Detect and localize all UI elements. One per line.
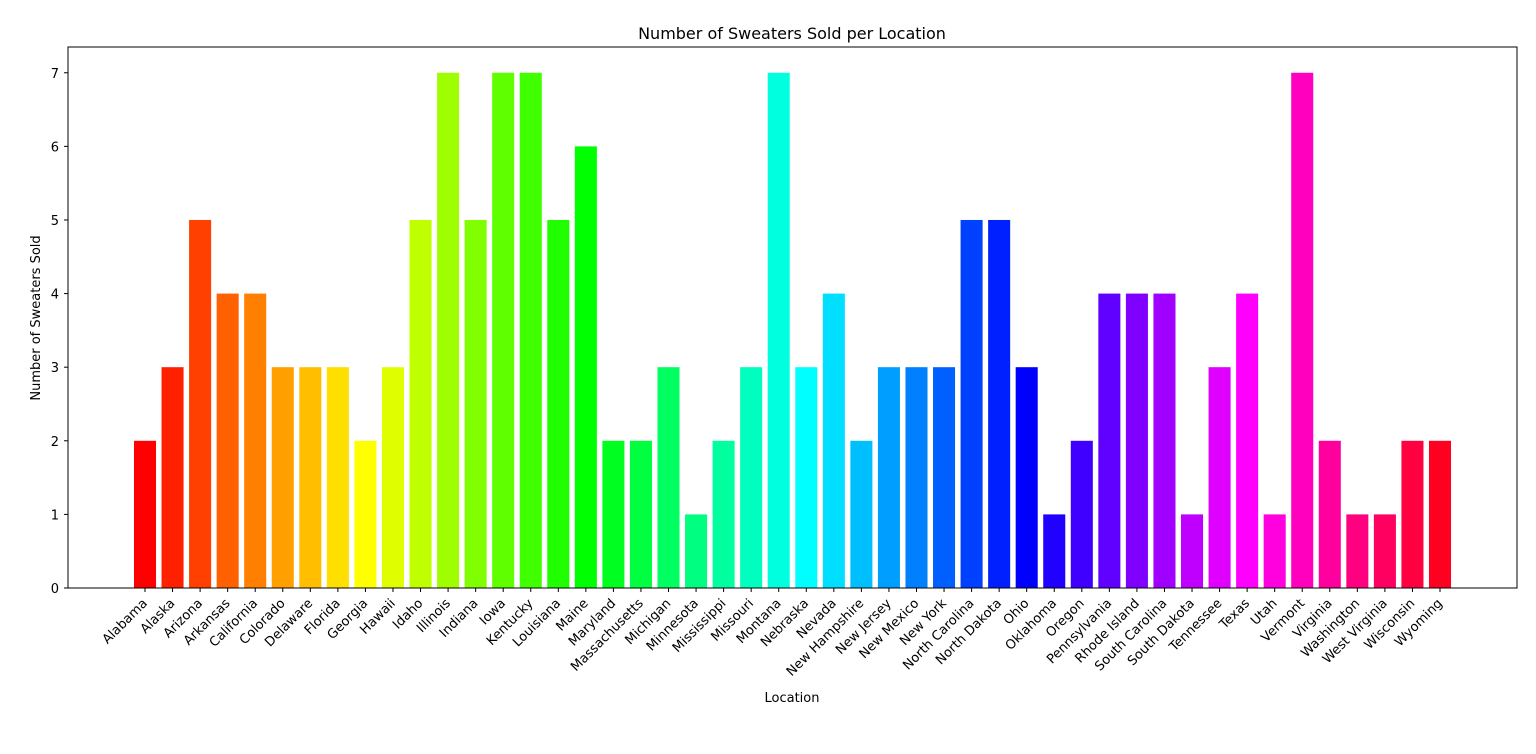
bar-ohio xyxy=(1015,367,1038,588)
bar-new-hampshire xyxy=(850,440,873,588)
bar-colorado xyxy=(271,367,294,588)
bar-wisconsin xyxy=(1401,440,1424,588)
bar-washington xyxy=(1346,514,1369,588)
bar-idaho xyxy=(409,219,432,588)
bar-michigan xyxy=(657,367,680,588)
x-axis-label: Location xyxy=(765,691,820,706)
bar-south-carolina xyxy=(1153,293,1176,588)
y-tick-label: 0 xyxy=(51,582,59,597)
y-axis-label: Number of Sweaters Sold xyxy=(29,235,44,400)
y-tick-label: 1 xyxy=(51,508,59,523)
bar-west-virginia xyxy=(1373,514,1396,588)
bar-pennsylvania xyxy=(1098,293,1121,588)
bar-new-york xyxy=(933,367,956,588)
bar-arkansas xyxy=(216,293,239,588)
bar-tennessee xyxy=(1208,367,1231,588)
bar-new-jersey xyxy=(877,367,900,588)
y-tick-label: 6 xyxy=(51,140,59,155)
y-tick-label: 7 xyxy=(51,67,59,82)
bar-louisiana xyxy=(547,219,570,588)
bar-virginia xyxy=(1318,440,1341,588)
bar-iowa xyxy=(492,72,515,588)
x-axis: AlabamaAlaskaArizonaArkansasCaliforniaCo… xyxy=(100,588,1446,680)
bar-delaware xyxy=(299,367,322,588)
y-tick-label: 5 xyxy=(51,214,59,229)
chart-title: Number of Sweaters Sold per Location xyxy=(638,24,946,43)
bar-maine xyxy=(574,146,597,588)
plot-frame xyxy=(67,46,1518,589)
bar-north-carolina xyxy=(960,219,983,588)
bar-florida xyxy=(326,367,349,588)
bar-illinois xyxy=(437,72,460,588)
bar-nebraska xyxy=(795,367,818,588)
bar-alabama xyxy=(133,440,157,588)
bar-wyoming xyxy=(1428,440,1452,588)
bar-kentucky xyxy=(519,72,542,588)
bar-rhode-island xyxy=(1125,293,1148,588)
bar-utah xyxy=(1263,514,1286,588)
bar-hawaii xyxy=(381,367,404,588)
bar-oregon xyxy=(1070,440,1093,588)
y-tick-label: 4 xyxy=(51,288,59,303)
bar-georgia xyxy=(354,440,377,588)
bar-vermont xyxy=(1291,72,1314,588)
bar-oklahoma xyxy=(1043,514,1066,588)
bar-maryland xyxy=(602,440,625,588)
bar-missouri xyxy=(740,367,763,588)
bar-arizona xyxy=(189,219,212,588)
y-tick-label: 2 xyxy=(51,435,59,450)
bar-alaska xyxy=(161,367,184,588)
y-axis: 0 1 2 3 4 5 6 7 xyxy=(51,67,68,597)
y-tick-label: 3 xyxy=(51,361,59,376)
bar-nevada xyxy=(822,293,845,588)
bar-massachusetts xyxy=(629,440,652,588)
bar-south-dakota xyxy=(1181,514,1204,588)
bar-montana xyxy=(767,72,790,588)
bar-mississippi xyxy=(712,440,735,588)
bar-indiana xyxy=(464,219,487,588)
bar-minnesota xyxy=(685,514,708,588)
bars-group xyxy=(133,72,1452,588)
x-tick-label: Texas xyxy=(1216,596,1253,633)
bar-california xyxy=(244,293,267,588)
bar-new-mexico xyxy=(905,367,928,588)
bar-texas xyxy=(1236,293,1259,588)
bar-north-dakota xyxy=(988,219,1011,588)
